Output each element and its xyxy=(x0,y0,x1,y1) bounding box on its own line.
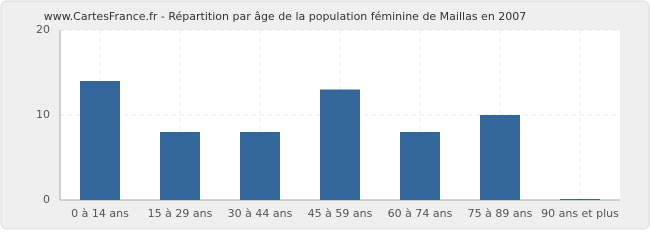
chart-title: www.CartesFrance.fr - Répartition par âg… xyxy=(44,10,527,23)
x-tick-label: 30 à 44 ans xyxy=(228,207,293,220)
x-tick-label: 45 à 59 ans xyxy=(308,207,373,220)
bar xyxy=(240,132,280,200)
x-tick-label: 75 à 89 ans xyxy=(468,207,533,220)
bar xyxy=(80,81,120,200)
y-tick-label: 0 xyxy=(43,193,50,206)
bar xyxy=(560,199,600,200)
bar xyxy=(320,89,360,200)
y-tick-label: 10 xyxy=(36,108,50,121)
bar xyxy=(480,115,520,200)
page: www.CartesFrance.fr - Répartition par âg… xyxy=(0,0,650,230)
x-tick-label: 60 à 74 ans xyxy=(388,207,453,220)
bar xyxy=(160,132,200,200)
y-tick-label: 20 xyxy=(36,23,50,36)
x-tick-label: 15 à 29 ans xyxy=(148,207,213,220)
x-tick-label: 90 ans et plus xyxy=(541,207,619,220)
chart: www.CartesFrance.fr - Répartition par âg… xyxy=(0,0,650,230)
bar xyxy=(400,132,440,200)
x-tick-label: 0 à 14 ans xyxy=(71,207,129,220)
